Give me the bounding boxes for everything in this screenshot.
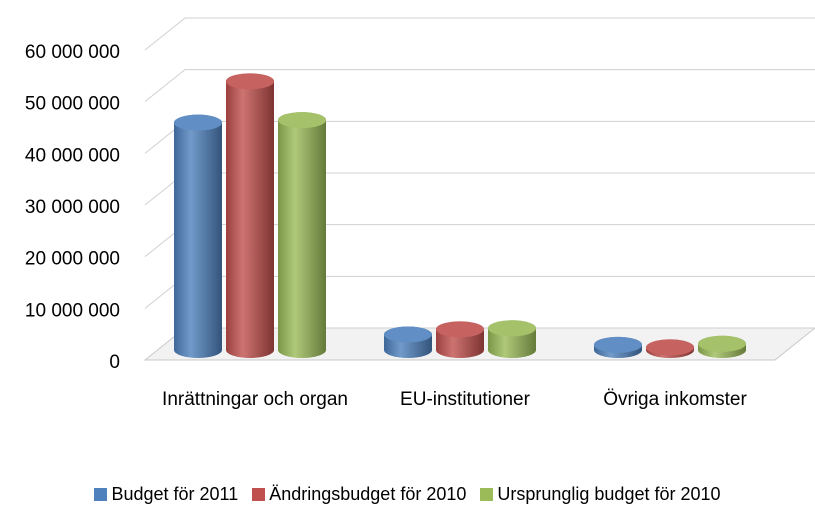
bar: [594, 336, 642, 358]
y-tick-label: 40 000 000: [25, 145, 120, 166]
bar: [646, 339, 694, 358]
grid-line: [144, 69, 815, 103]
y-tick-label: 30 000 000: [25, 197, 120, 218]
bar-body: [278, 112, 326, 358]
legend-label: Budget för 2011: [111, 484, 239, 504]
bar-top: [278, 112, 326, 129]
bar-top: [488, 320, 536, 337]
bar-top: [384, 326, 432, 343]
bar: [174, 114, 222, 359]
x-tick-label: EU-institutioner: [400, 389, 530, 410]
bar: [278, 112, 326, 358]
bar-body: [226, 73, 274, 358]
grid-line: [144, 17, 815, 51]
legend-swatch: [252, 488, 266, 501]
bar-top: [646, 339, 694, 356]
bar-top: [698, 335, 746, 352]
legend-label: Ursprunglig budget för 2010: [497, 484, 721, 504]
bar-top: [436, 321, 484, 338]
bar: [384, 326, 432, 358]
y-tick-label: 0: [109, 352, 120, 373]
bar-top: [226, 73, 274, 90]
legend-swatch: [94, 488, 108, 501]
legend-item: Ändringsbudget för 2010: [252, 484, 466, 505]
bar-top: [174, 114, 222, 131]
x-tick-label: Övriga inkomster: [603, 389, 747, 410]
y-tick-label: 50 000 000: [25, 94, 120, 115]
y-tick-label: 20 000 000: [25, 249, 120, 270]
bar-body: [174, 114, 222, 359]
bar: [488, 320, 536, 358]
bar: [698, 335, 746, 358]
legend-label: Ändringsbudget för 2010: [269, 484, 467, 504]
y-tick-label: 10 000 000: [25, 300, 120, 321]
bar-top: [594, 336, 642, 353]
legend: Budget för 2011 Ändringsbudget för 2010 Ur…: [0, 484, 815, 505]
legend-swatch: [480, 488, 494, 501]
legend-item: Budget för 2011: [94, 484, 238, 505]
x-tick-label: Inrättningar och organ: [162, 389, 348, 410]
bar: [436, 321, 485, 358]
bar: [226, 73, 274, 358]
y-tick-label: 60 000 000: [25, 42, 120, 63]
legend-item: Ursprunglig budget för 2010: [480, 484, 721, 505]
